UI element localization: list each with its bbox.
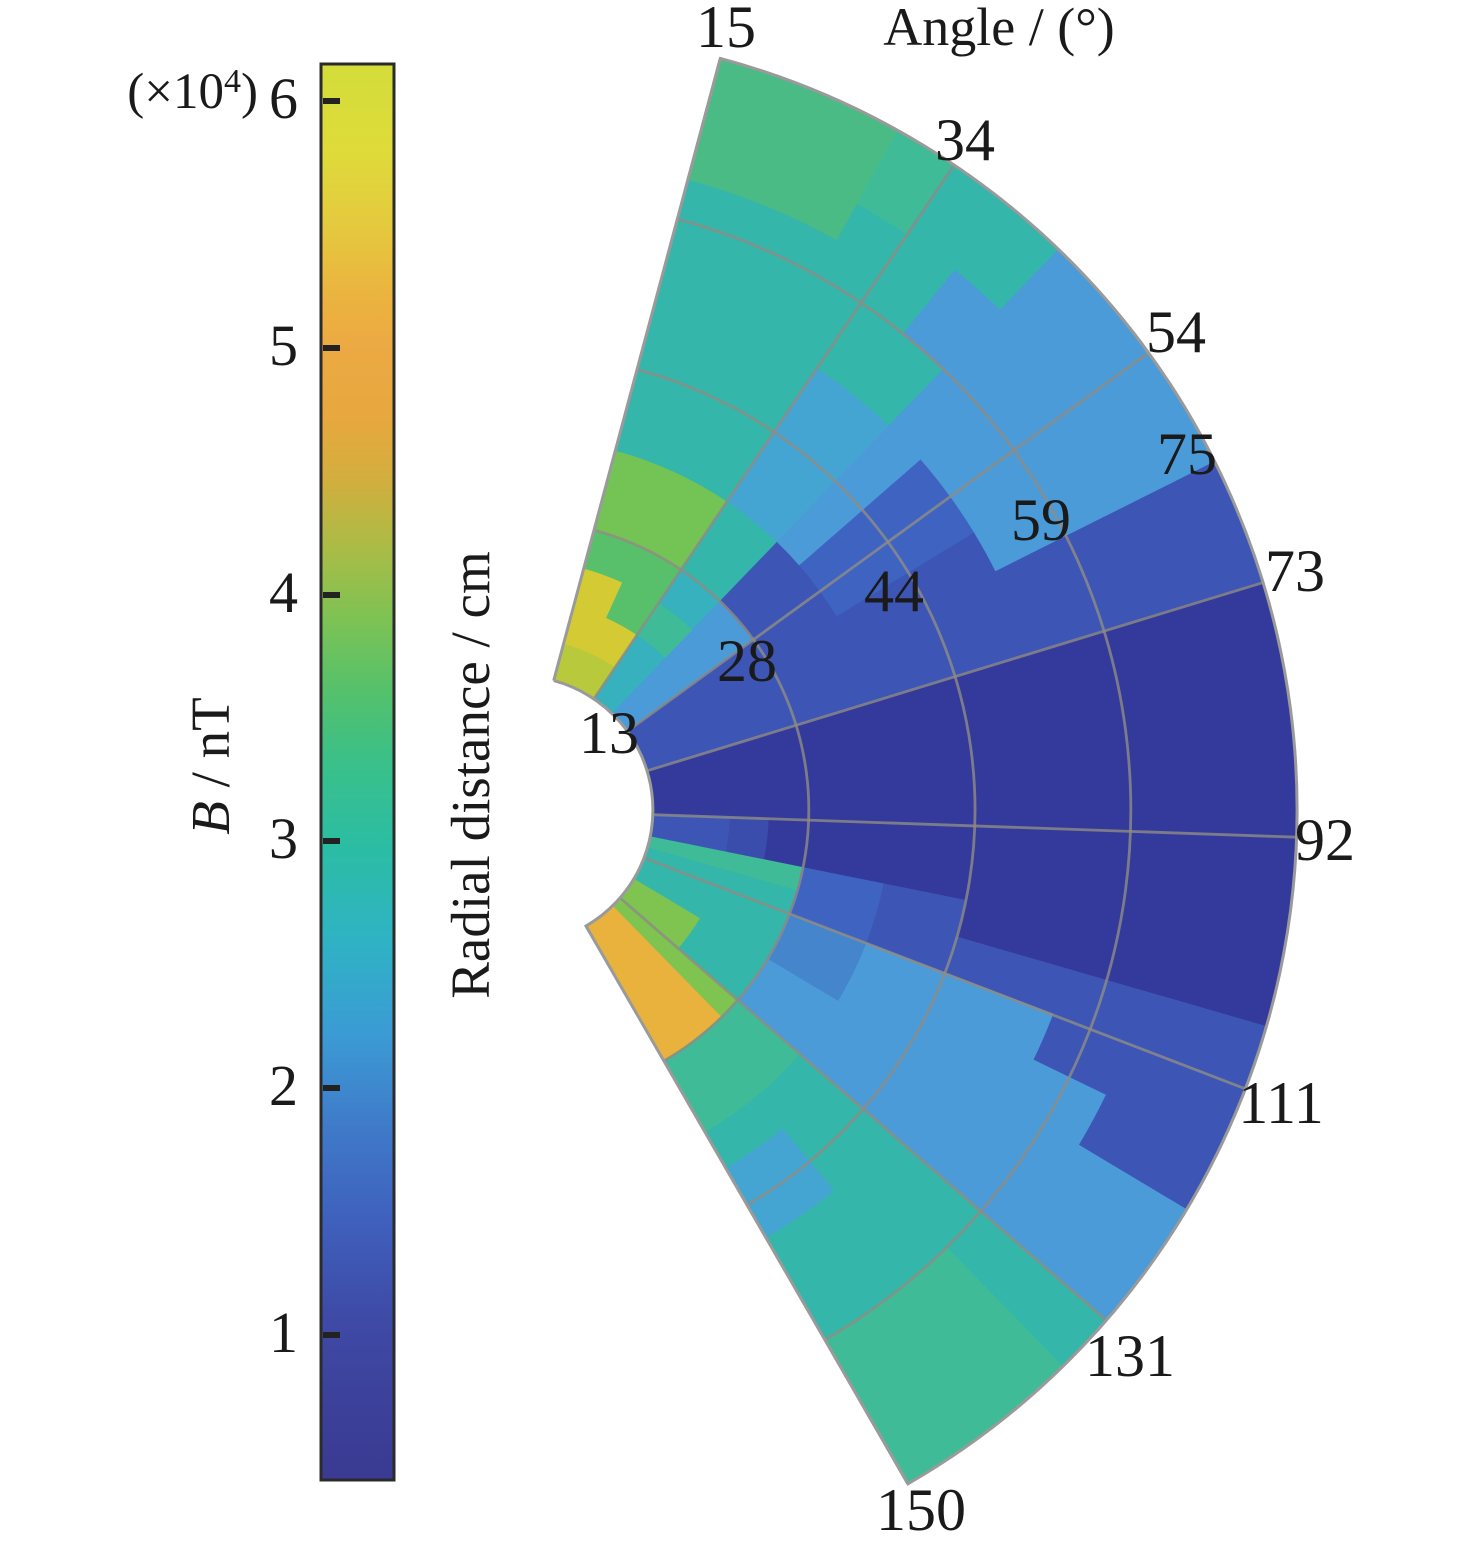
svg-text:44: 44 (864, 558, 924, 624)
svg-text:150: 150 (876, 1477, 966, 1543)
svg-text:28: 28 (717, 628, 777, 694)
svg-text:5: 5 (269, 313, 298, 378)
svg-text:(×104): (×104) (127, 63, 258, 120)
svg-text:34: 34 (935, 107, 995, 173)
svg-text:131: 131 (1085, 1323, 1175, 1389)
svg-text:73: 73 (1265, 538, 1325, 604)
svg-text:Angle / (°): Angle / (°) (883, 0, 1115, 57)
svg-text:1: 1 (269, 1300, 298, 1365)
svg-text:15: 15 (696, 0, 756, 60)
svg-text:13: 13 (579, 700, 639, 766)
svg-text:6: 6 (269, 66, 298, 131)
svg-text:75: 75 (1157, 421, 1217, 487)
svg-text:59: 59 (1011, 487, 1071, 553)
svg-text:3: 3 (269, 806, 298, 871)
svg-text:2: 2 (269, 1053, 298, 1118)
svg-text:4: 4 (269, 560, 298, 625)
svg-text:54: 54 (1146, 299, 1206, 365)
svg-text:Radial distance / cm: Radial distance / cm (440, 551, 501, 999)
svg-text:111: 111 (1238, 1070, 1324, 1136)
svg-text:B / nT: B / nT (180, 697, 241, 835)
svg-text:92: 92 (1295, 807, 1355, 873)
